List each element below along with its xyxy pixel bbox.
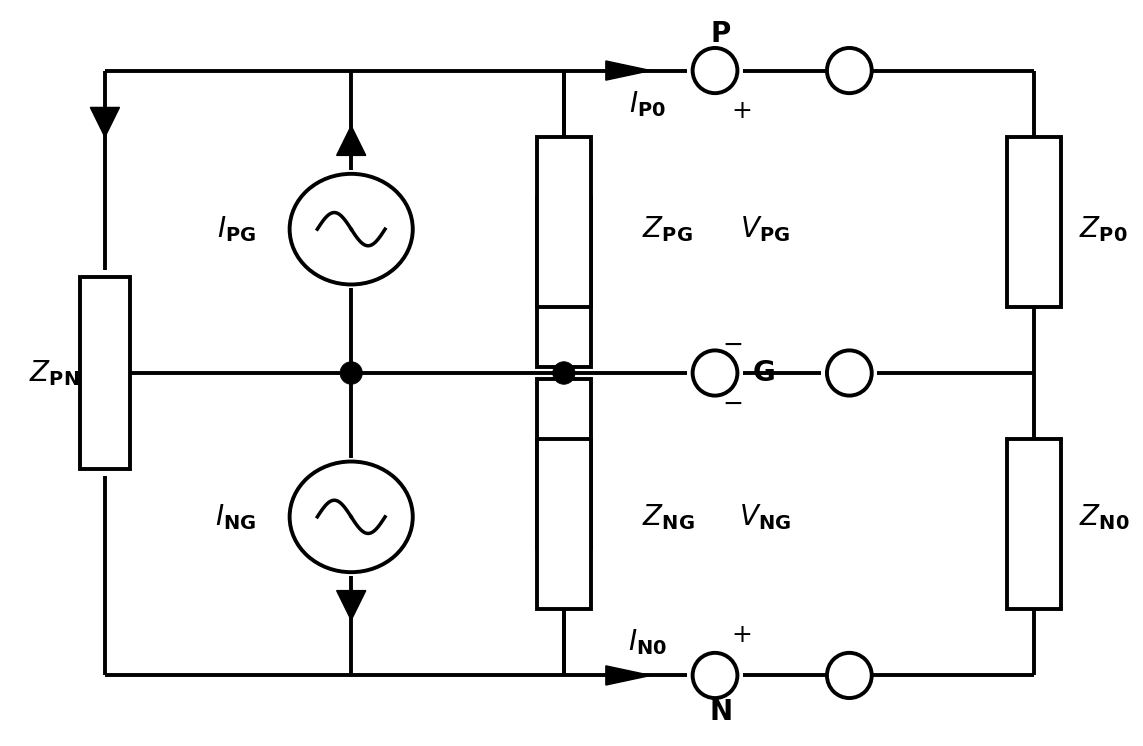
Ellipse shape <box>826 48 872 93</box>
Polygon shape <box>606 666 650 685</box>
Text: $-$: $-$ <box>721 390 742 415</box>
Text: $\mathbf{N}$: $\mathbf{N}$ <box>710 698 732 727</box>
Ellipse shape <box>289 174 413 284</box>
Text: $-$: $-$ <box>721 331 742 356</box>
Polygon shape <box>90 107 120 137</box>
Ellipse shape <box>693 653 737 698</box>
Ellipse shape <box>693 48 737 93</box>
FancyBboxPatch shape <box>537 439 591 609</box>
Text: $\mathbf{\mathit{V}}_{\mathbf{NG}}$: $\mathbf{\mathit{V}}_{\mathbf{NG}}$ <box>740 502 791 532</box>
Text: $+$: $+$ <box>730 99 751 123</box>
FancyBboxPatch shape <box>537 137 591 307</box>
Polygon shape <box>606 61 650 80</box>
Ellipse shape <box>826 653 872 698</box>
Text: $+$: $+$ <box>730 623 751 647</box>
Ellipse shape <box>553 362 575 384</box>
Ellipse shape <box>826 351 872 395</box>
Text: $\mathbf{\mathit{I}}_{\mathbf{PG}}$: $\mathbf{\mathit{I}}_{\mathbf{PG}}$ <box>217 214 256 244</box>
Text: $\mathbf{\mathit{I}}_{\mathbf{NG}}$: $\mathbf{\mathit{I}}_{\mathbf{NG}}$ <box>215 502 256 532</box>
FancyBboxPatch shape <box>80 277 129 469</box>
Text: $\mathbf{\mathit{I}}_{\mathbf{N0}}$: $\mathbf{\mathit{I}}_{\mathbf{N0}}$ <box>629 627 668 657</box>
Text: $\mathbf{\mathit{I}}_{\mathbf{P0}}$: $\mathbf{\mathit{I}}_{\mathbf{P0}}$ <box>630 89 666 119</box>
Text: $\mathbf{\mathit{Z}}_{\mathbf{PN}}$: $\mathbf{\mathit{Z}}_{\mathbf{PN}}$ <box>30 358 80 388</box>
FancyBboxPatch shape <box>537 378 591 548</box>
Text: $\mathbf{\mathit{Z}}_{\mathbf{N0}}$: $\mathbf{\mathit{Z}}_{\mathbf{N0}}$ <box>1079 502 1129 532</box>
Text: $\mathbf{\mathit{V}}_{\mathbf{PG}}$: $\mathbf{\mathit{V}}_{\mathbf{PG}}$ <box>741 214 791 244</box>
Text: $\mathbf{\mathit{Z}}_{\mathbf{NG}}$: $\mathbf{\mathit{Z}}_{\mathbf{NG}}$ <box>642 502 695 532</box>
FancyBboxPatch shape <box>1007 439 1061 609</box>
Text: $\mathbf{G}$: $\mathbf{G}$ <box>752 359 775 387</box>
Text: $\mathbf{\mathit{Z}}_{\mathbf{P0}}$: $\mathbf{\mathit{Z}}_{\mathbf{P0}}$ <box>1079 214 1127 244</box>
Polygon shape <box>337 591 366 620</box>
FancyBboxPatch shape <box>1007 137 1061 307</box>
Ellipse shape <box>693 351 737 395</box>
Polygon shape <box>337 126 366 155</box>
Text: $\mathbf{\mathit{Z}}_{\mathbf{PG}}$: $\mathbf{\mathit{Z}}_{\mathbf{PG}}$ <box>642 214 693 244</box>
Text: $\mathbf{P}$: $\mathbf{P}$ <box>710 19 732 48</box>
FancyBboxPatch shape <box>537 198 591 368</box>
Ellipse shape <box>289 462 413 572</box>
Ellipse shape <box>339 362 362 384</box>
